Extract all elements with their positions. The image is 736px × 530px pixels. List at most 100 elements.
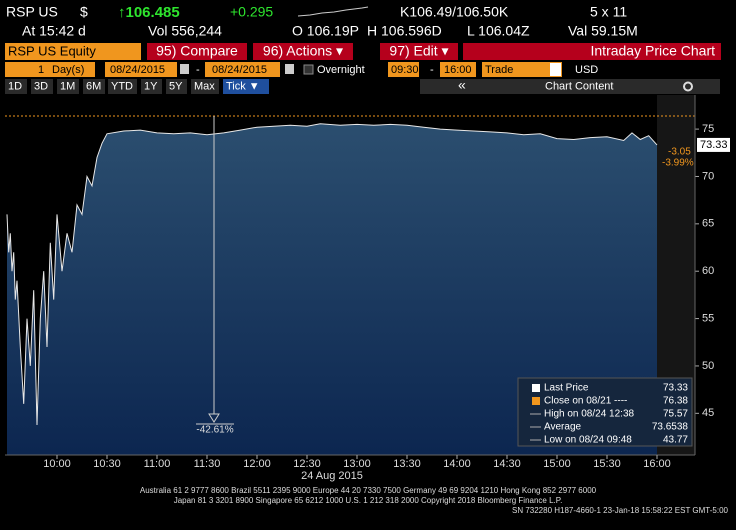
period-tab-label: 1Y bbox=[144, 80, 158, 92]
y-tick-label: 70 bbox=[702, 170, 714, 182]
value-traded: Val 59.15M bbox=[568, 23, 638, 39]
net-change: +0.295 bbox=[230, 4, 273, 20]
x-tick-label: 16:00 bbox=[643, 458, 671, 470]
x-axis-title: 24 Aug 2015 bbox=[301, 470, 363, 482]
calendar-icon bbox=[180, 64, 189, 74]
x-tick-label: 13:30 bbox=[393, 458, 421, 470]
legend-swatch bbox=[532, 384, 540, 392]
x-tick-label: 14:00 bbox=[443, 458, 471, 470]
period-tab-label: YTD bbox=[111, 80, 133, 92]
x-tick-label: 10:30 bbox=[93, 458, 121, 470]
sparkline bbox=[297, 6, 369, 17]
period-tab[interactable] bbox=[57, 79, 79, 94]
dropdown[interactable] bbox=[550, 63, 561, 76]
bid-ask: K106.49/106.50K bbox=[400, 4, 509, 20]
tools-bar bbox=[420, 79, 720, 94]
chart-content: Chart Content bbox=[545, 80, 613, 92]
x-tick-label: 12:30 bbox=[293, 458, 321, 470]
checkbox[interactable] bbox=[303, 64, 314, 75]
security: RSP US Equity bbox=[8, 43, 96, 58]
back-button: « bbox=[458, 77, 466, 93]
period-tab-label: Tick ▼ bbox=[226, 80, 260, 92]
legend-value: 73.6538 bbox=[652, 422, 689, 433]
ticker: RSP US bbox=[6, 4, 58, 20]
legend-label: Last Price bbox=[544, 383, 589, 394]
toolbar-button[interactable] bbox=[380, 43, 458, 60]
from-field[interactable] bbox=[388, 62, 419, 77]
source-field[interactable] bbox=[482, 62, 562, 77]
footer-line: Australia 61 2 9777 8600 Brazil 5511 239… bbox=[140, 486, 597, 495]
period-tab-label: 6M bbox=[86, 80, 101, 92]
x-tick-label: 15:00 bbox=[543, 458, 571, 470]
time: At 15:42 d bbox=[22, 23, 86, 39]
legend-label: Average bbox=[544, 422, 582, 433]
title-bar bbox=[463, 43, 721, 60]
period-tab-label: Max bbox=[194, 80, 215, 92]
legend-label: High on 08/24 12:38 bbox=[544, 409, 635, 420]
x-tick-label: 13:00 bbox=[343, 458, 371, 470]
start-field[interactable] bbox=[105, 62, 177, 77]
x-tick-label: 10:00 bbox=[43, 458, 71, 470]
legend-swatch bbox=[532, 397, 540, 405]
footer-line: Japan 81 3 3201 8900 Singapore 65 6212 1… bbox=[174, 496, 563, 505]
toolbar-button[interactable] bbox=[253, 43, 353, 60]
footer-line: SN 732280 H187-4660-1 23-Jan-18 15:58:22… bbox=[512, 506, 729, 515]
overnight: Overnight bbox=[317, 64, 365, 76]
legend-value: 76.38 bbox=[663, 396, 688, 407]
price-line bbox=[6, 123, 658, 426]
y-tick-label: 45 bbox=[702, 407, 714, 419]
period-tab[interactable] bbox=[166, 79, 187, 94]
period-tab[interactable] bbox=[31, 79, 53, 94]
legend-label: Low on 08/24 09:48 bbox=[544, 435, 632, 446]
legend-box bbox=[517, 377, 693, 447]
count-field[interactable] bbox=[5, 62, 95, 77]
period-tab[interactable] bbox=[83, 79, 105, 94]
period-tab[interactable] bbox=[141, 79, 162, 94]
x-tick-label: 11:30 bbox=[194, 458, 221, 470]
toolbar-button-label: 95) Compare bbox=[156, 43, 238, 59]
y-tick-label: 60 bbox=[702, 265, 714, 277]
y-tick-label: 55 bbox=[702, 312, 714, 324]
change-label: -3.05 bbox=[668, 147, 691, 158]
source: Trade bbox=[485, 64, 513, 76]
x-tick-label: 11:00 bbox=[144, 458, 171, 470]
toolbar-button[interactable] bbox=[147, 43, 247, 60]
x-tick-label: 14:30 bbox=[493, 458, 521, 470]
date-dash: - bbox=[196, 64, 200, 76]
from-time: 09:30 bbox=[391, 64, 419, 76]
period-tab[interactable] bbox=[223, 79, 269, 94]
currency: $ bbox=[80, 4, 88, 20]
end-date: 08/24/2015 bbox=[212, 64, 267, 76]
period-tab[interactable] bbox=[108, 79, 137, 94]
legend-value: 75.57 bbox=[663, 409, 688, 420]
period-tab[interactable] bbox=[5, 79, 27, 94]
to-field[interactable] bbox=[440, 62, 476, 77]
toolbar-button-label: 96) Actions ▾ bbox=[263, 43, 343, 59]
gear-icon[interactable] bbox=[683, 81, 693, 92]
bid-ask-size: 5 x 11 bbox=[590, 4, 627, 20]
currency-setting: USD bbox=[575, 64, 598, 76]
annotation-marker bbox=[208, 413, 220, 423]
calendar-icon bbox=[285, 64, 294, 74]
open: O 106.19P bbox=[292, 23, 359, 39]
security-field bbox=[5, 43, 141, 60]
last-price: ↑106.485 bbox=[118, 4, 180, 21]
toolbar-button-label: 97) Edit ▾ bbox=[389, 43, 448, 59]
end-field[interactable] bbox=[205, 62, 280, 77]
period-tab-label: 1M bbox=[60, 80, 75, 92]
last-price-label: 73.33 bbox=[700, 139, 728, 151]
high: H 106.596D bbox=[367, 23, 442, 39]
last-price-box bbox=[697, 137, 730, 152]
start-date: 08/24/2015 bbox=[110, 64, 165, 76]
to-time: 16:00 bbox=[444, 64, 472, 76]
y-tick-label: 75 bbox=[702, 123, 714, 135]
change-label: -3.99% bbox=[662, 158, 694, 169]
count: 1 bbox=[38, 64, 44, 76]
annotation-label: -42.61% bbox=[196, 425, 233, 436]
y-tick-label: 65 bbox=[702, 218, 714, 230]
x-tick-label: 12:00 bbox=[243, 458, 271, 470]
period-tab[interactable] bbox=[191, 79, 219, 94]
legend-value: 43.77 bbox=[663, 435, 688, 446]
price-area bbox=[7, 123, 657, 455]
x-tick-label: 15:30 bbox=[593, 458, 621, 470]
